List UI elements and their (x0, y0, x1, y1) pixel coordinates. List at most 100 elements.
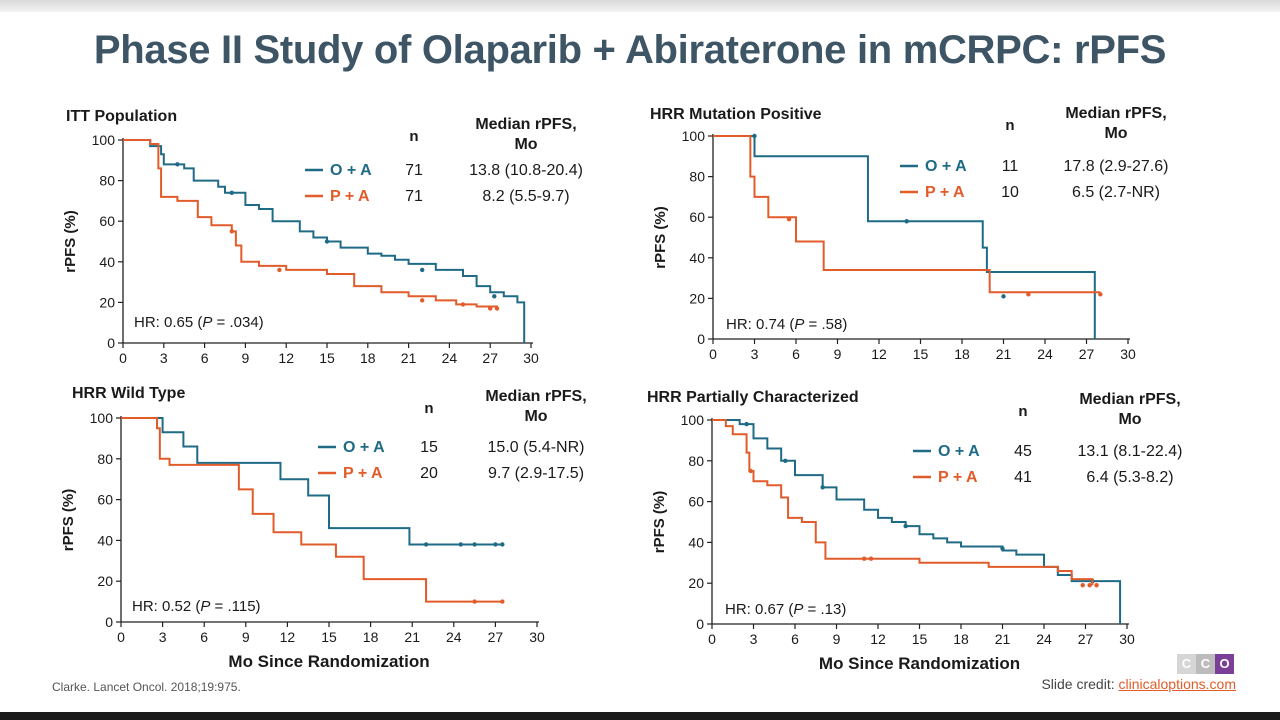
x-tick-label: 9 (834, 346, 842, 362)
y-tick-label: 0 (107, 335, 115, 351)
censor-mark (492, 294, 497, 299)
x-tick-label: 15 (912, 631, 928, 647)
censor-mark (1000, 546, 1005, 551)
legend-series-name: O + A (938, 443, 980, 460)
x-tick-label: 30 (1120, 346, 1136, 362)
x-tick-label: 9 (242, 350, 250, 366)
censor-mark (868, 556, 874, 561)
y-tick-label: 60 (689, 209, 705, 225)
legend-series-name: P + A (925, 184, 965, 201)
x-tick-label: 21 (995, 631, 1011, 647)
legend-header-median: Median rPFS, (475, 116, 576, 133)
slide-title: Phase II Study of Olaparib + Abiraterone… (93, 28, 1167, 72)
y-tick-label: 0 (696, 616, 704, 632)
y-tick-label: 0 (105, 614, 113, 630)
km-curve-oa (713, 135, 1096, 339)
y-axis-label: rPFS (%) (652, 206, 669, 269)
x-tick-label: 15 (319, 350, 335, 366)
legend-header-n: n (1005, 117, 1014, 134)
legend-series-n: 71 (405, 162, 423, 179)
censor-mark (175, 162, 180, 167)
y-tick-label: 0 (697, 331, 705, 347)
x-tick-label: 12 (278, 350, 294, 366)
x-tick-label: 27 (482, 350, 498, 366)
slide-credit: Slide credit: clinicaloptions.com (1041, 676, 1236, 692)
x-tick-label: 30 (1119, 631, 1135, 647)
x-tick-label: 0 (708, 631, 716, 647)
logo-letter-c2: C (1196, 654, 1215, 674)
km-panel-hrr-wild-type: HRR Wild Type 0 3 6 9 12 15 18 21 24 27 30 0 20 40 60 80… (60, 385, 587, 671)
x-tick-label: 0 (119, 350, 127, 366)
km-curve-pa (123, 139, 498, 309)
censor-mark (1087, 583, 1092, 588)
legend-header-median-unit: Mo (524, 408, 547, 425)
x-tick-label: 27 (488, 629, 504, 645)
x-tick-label: 12 (871, 346, 887, 362)
legend-series-name: P + A (938, 469, 978, 486)
top-bar (0, 0, 1280, 12)
hr-annotation: HR: 0.74 (P = .58) (726, 316, 847, 333)
legend-series-median: 6.5 (2.7-NR) (1072, 184, 1160, 201)
censor-mark (420, 267, 425, 273)
y-axis-label: rPFS (%) (62, 210, 79, 273)
censor-mark (786, 217, 792, 222)
censor-mark (460, 302, 466, 307)
x-tick-label: 24 (1037, 346, 1053, 362)
x-tick-label: 24 (442, 350, 458, 366)
legend-series-median: 13.8 (10.8-20.4) (469, 162, 583, 179)
y-tick-label: 100 (90, 410, 114, 426)
censor-mark (1080, 583, 1085, 588)
x-tick-label: 15 (913, 346, 929, 362)
legend-series-n: 45 (1014, 443, 1032, 460)
hr-prefix: HR: 0.67 ( (725, 601, 793, 618)
legend-series-name: O + A (330, 162, 372, 179)
hr-prefix: HR: 0.52 ( (132, 598, 200, 615)
legend-series-name: O + A (925, 158, 967, 175)
legend-header-n: n (424, 400, 433, 417)
y-tick-label: 20 (97, 573, 113, 589)
legend-header-n: n (409, 128, 418, 145)
x-tick-label: 30 (523, 350, 539, 366)
censor-mark (861, 556, 867, 561)
censor-mark (748, 468, 753, 474)
legend-series-name: P + A (330, 188, 370, 205)
cco-logo: C C O (1177, 654, 1234, 674)
legend-series-median: 17.8 (2.9-27.6) (1064, 158, 1169, 175)
credit-prefix: Slide credit: (1041, 676, 1119, 692)
logo-letter-c1: C (1177, 654, 1196, 674)
legend-header-median-unit: Mo (514, 136, 537, 153)
x-tick-label: 9 (833, 631, 841, 647)
x-tick-label: 12 (280, 629, 296, 645)
x-tick-label: 27 (1078, 631, 1094, 647)
y-tick-label: 60 (688, 494, 704, 510)
x-tick-label: 6 (792, 346, 800, 362)
legend-series-median: 9.7 (2.9-17.5) (488, 465, 584, 482)
y-tick-label: 40 (689, 250, 705, 266)
x-tick-label: 24 (446, 629, 462, 645)
hr-p: P (794, 316, 804, 333)
x-tick-label: 24 (1036, 631, 1052, 647)
hr-suffix: = .034) (212, 314, 263, 331)
censor-mark (488, 306, 493, 311)
hr-suffix: = .13) (803, 601, 846, 618)
x-tick-label: 27 (1079, 346, 1095, 362)
hr-annotation: HR: 0.65 (P = .034) (134, 314, 264, 331)
y-tick-label: 20 (688, 575, 704, 591)
hr-suffix: = .58) (804, 316, 847, 333)
x-tick-label: 3 (751, 346, 759, 362)
km-panel-hrr-mutation-positive: HRR Mutation Positive 0 3 6 9 12 15 18 21 24 27 30 0… (650, 105, 1168, 362)
legend-header-median: Median rPFS, (1065, 105, 1166, 122)
y-tick-label: 100 (681, 412, 705, 428)
km-curve-pa (121, 417, 503, 603)
credit-link[interactable]: clinicaloptions.com (1118, 676, 1237, 692)
legend-series-n: 41 (1014, 469, 1032, 486)
censor-mark (903, 523, 908, 529)
legend-series-n: 11 (1002, 158, 1019, 175)
legend-header-median: Median rPFS, (485, 388, 586, 405)
km-curve-pa (713, 135, 1101, 294)
censor-mark (1026, 292, 1031, 297)
km-curve-pa (712, 419, 1094, 586)
legend-series-n: 10 (1001, 184, 1019, 201)
y-tick-label: 100 (92, 132, 116, 148)
legend-series-n: 20 (420, 465, 438, 482)
